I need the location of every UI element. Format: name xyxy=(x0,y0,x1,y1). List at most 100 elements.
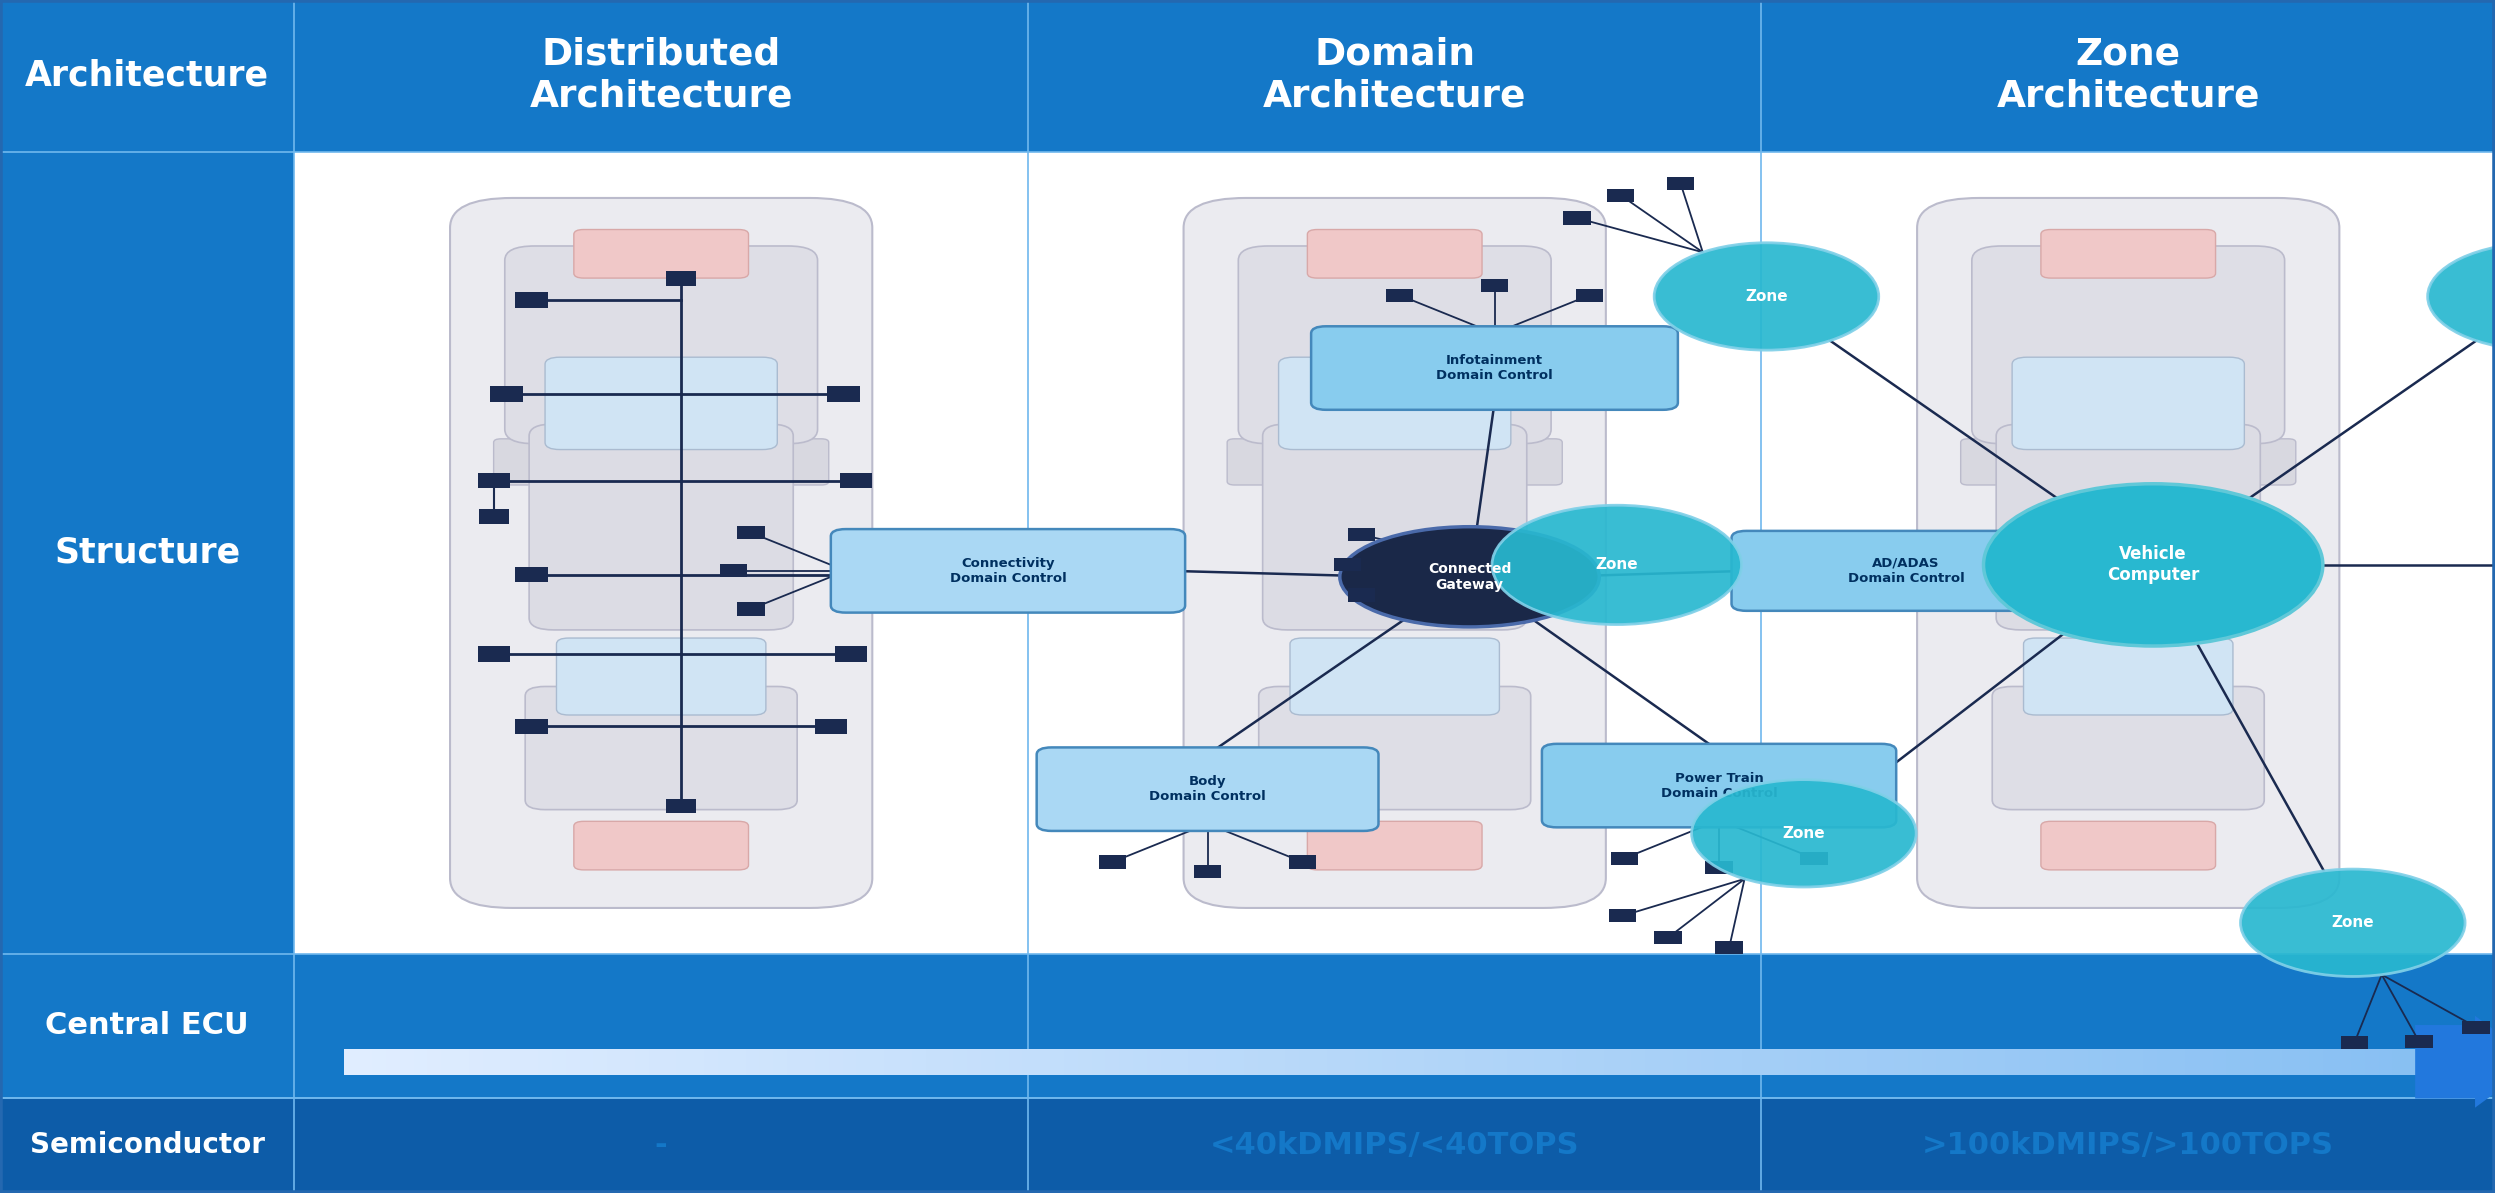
Text: Connectivity
Domain Control: Connectivity Domain Control xyxy=(951,557,1065,585)
Text: ECU#: Few: ECU#: Few xyxy=(2018,983,2238,1018)
Text: Central ECU: Central ECU xyxy=(45,1012,250,1040)
Bar xyxy=(2365,1049,2383,1075)
Text: Infotainment
Domain Control: Infotainment Domain Control xyxy=(1437,354,1552,382)
Text: >100kDMIPS/>100TOPS: >100kDMIPS/>100TOPS xyxy=(1921,1131,2335,1160)
Bar xyxy=(1093,1049,1110,1075)
FancyBboxPatch shape xyxy=(1519,439,1562,486)
Bar xyxy=(838,472,873,488)
Bar xyxy=(2253,1049,2273,1075)
Text: Zone: Zone xyxy=(1744,289,1789,304)
FancyBboxPatch shape xyxy=(1183,198,1607,908)
Bar xyxy=(359,1049,377,1075)
Bar xyxy=(739,602,763,616)
FancyBboxPatch shape xyxy=(1971,246,2285,444)
Bar xyxy=(1617,1049,1637,1075)
Bar xyxy=(2131,1049,2148,1075)
Bar xyxy=(2268,1049,2288,1075)
Bar xyxy=(1894,1049,1914,1075)
FancyBboxPatch shape xyxy=(1238,246,1552,444)
Bar xyxy=(479,472,511,488)
Bar xyxy=(1921,1049,1941,1075)
Bar xyxy=(898,1049,916,1075)
Bar xyxy=(1909,1049,1926,1075)
Text: Distributed
Architecture: Distributed Architecture xyxy=(529,37,793,115)
Bar xyxy=(1340,1049,1360,1075)
Bar xyxy=(489,387,524,402)
Bar xyxy=(1604,1049,1622,1075)
Bar xyxy=(1756,1049,1774,1075)
FancyBboxPatch shape xyxy=(1307,821,1482,870)
Bar xyxy=(372,1049,392,1075)
Bar xyxy=(1290,855,1317,869)
Bar xyxy=(1564,211,1592,224)
Text: AD/ADAS
Domain Control: AD/ADAS Domain Control xyxy=(1849,557,1964,585)
Bar xyxy=(2198,1049,2218,1075)
Bar xyxy=(516,718,549,734)
Text: Connected
Gateway: Connected Gateway xyxy=(1427,562,1512,592)
Bar xyxy=(911,1049,931,1075)
Bar xyxy=(1050,1049,1068,1075)
Bar xyxy=(1193,865,1220,878)
Bar xyxy=(786,1049,806,1075)
Bar xyxy=(1482,279,1507,292)
Bar xyxy=(1347,528,1375,542)
FancyBboxPatch shape xyxy=(1732,531,2081,611)
Bar xyxy=(1577,289,1604,302)
Bar xyxy=(1245,1049,1262,1075)
Bar xyxy=(1425,1049,1442,1075)
FancyBboxPatch shape xyxy=(1290,638,1499,715)
Bar xyxy=(1332,558,1360,571)
FancyBboxPatch shape xyxy=(1916,198,2340,908)
Bar xyxy=(649,1049,669,1075)
Bar xyxy=(2350,1049,2370,1075)
Text: Structure: Structure xyxy=(55,536,240,570)
Bar xyxy=(2241,1049,2258,1075)
Bar xyxy=(719,1049,736,1075)
Bar xyxy=(2143,1049,2163,1075)
Bar xyxy=(1632,1049,1649,1075)
FancyBboxPatch shape xyxy=(831,530,1185,613)
Bar xyxy=(704,1049,724,1075)
Bar xyxy=(1078,1049,1098,1075)
Bar xyxy=(813,718,848,734)
Bar xyxy=(2338,1049,2355,1075)
Bar xyxy=(816,1049,833,1075)
Text: Body
Domain Control: Body Domain Control xyxy=(1150,775,1265,803)
Bar xyxy=(2116,1049,2136,1075)
Bar xyxy=(524,1049,544,1075)
Bar xyxy=(664,1049,681,1075)
FancyBboxPatch shape xyxy=(556,638,766,715)
FancyBboxPatch shape xyxy=(544,357,778,450)
Bar xyxy=(1272,1049,1290,1075)
FancyBboxPatch shape xyxy=(1312,327,1677,410)
Text: Domain
Architecture: Domain Architecture xyxy=(1262,37,1527,115)
Bar xyxy=(294,152,2495,954)
Bar xyxy=(482,1049,501,1075)
Bar xyxy=(1480,1049,1497,1075)
Bar xyxy=(1215,1049,1235,1075)
Bar xyxy=(691,1049,709,1075)
Bar xyxy=(676,1049,696,1075)
Bar xyxy=(516,292,549,308)
Bar xyxy=(1437,1049,1457,1075)
Bar xyxy=(1612,852,1637,865)
Bar xyxy=(1866,1049,1886,1075)
Bar xyxy=(2158,1049,2176,1075)
Bar xyxy=(1839,1049,1859,1075)
FancyBboxPatch shape xyxy=(494,439,536,486)
Bar xyxy=(1936,1049,1954,1075)
Bar xyxy=(387,1049,404,1075)
Bar xyxy=(1175,1049,1193,1075)
Bar xyxy=(1063,1049,1083,1075)
Bar xyxy=(1367,1049,1387,1075)
Bar xyxy=(1465,1049,1485,1075)
Bar xyxy=(856,1049,876,1075)
Bar xyxy=(1717,941,1744,954)
Bar xyxy=(731,1049,751,1075)
Bar xyxy=(2283,1049,2300,1075)
Text: -: - xyxy=(654,1131,669,1160)
Bar xyxy=(2340,1036,2368,1049)
Bar xyxy=(2101,1049,2121,1075)
Circle shape xyxy=(1984,484,2323,647)
Bar xyxy=(1035,1049,1055,1075)
